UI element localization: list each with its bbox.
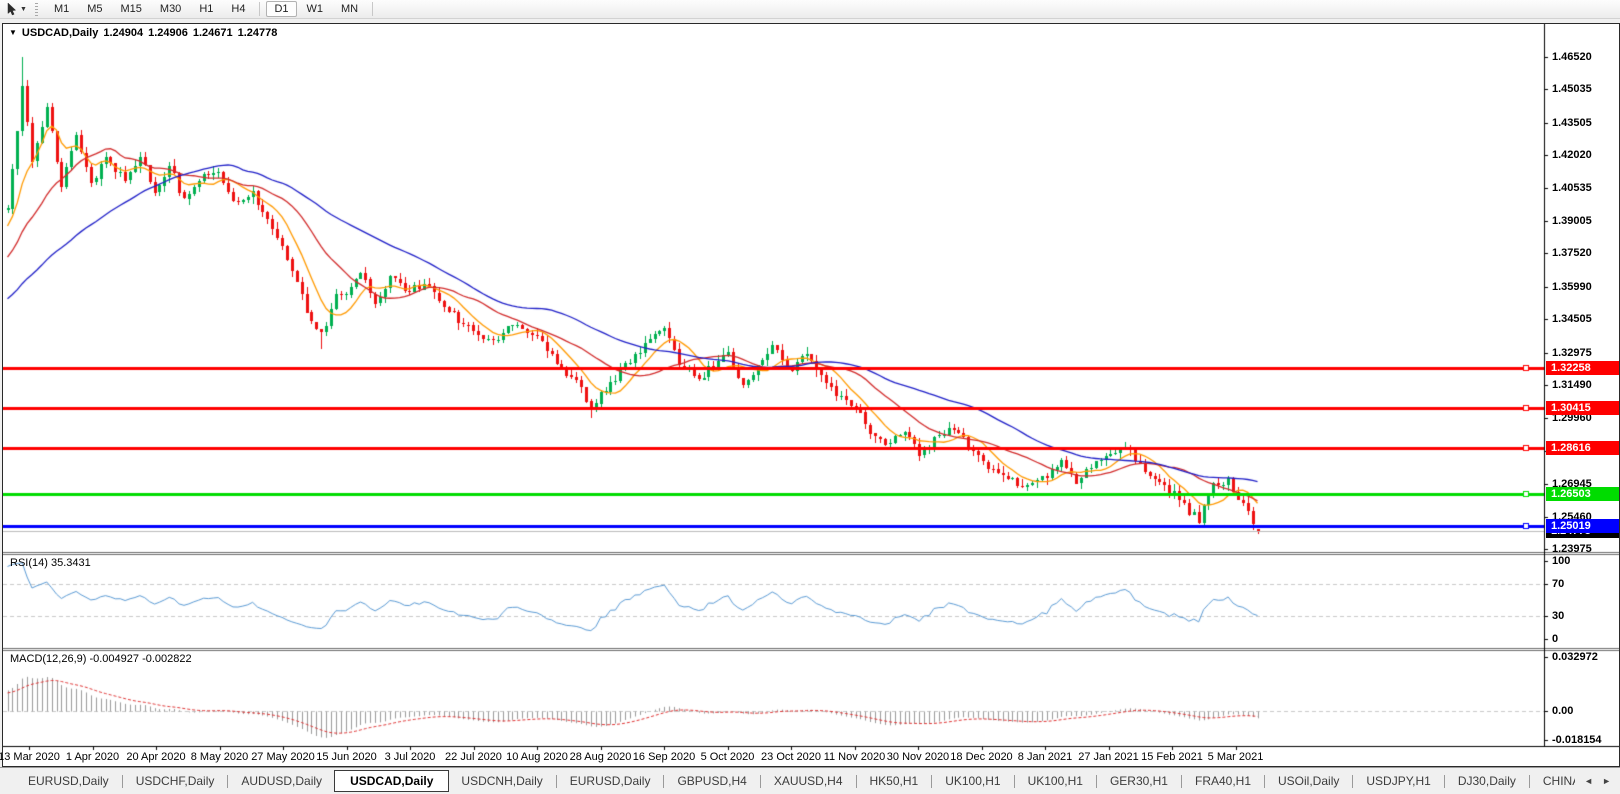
timeframe-m15[interactable]: M15 xyxy=(120,3,142,15)
tab-hk50-h1[interactable]: HK50,H1 xyxy=(869,774,919,788)
timeframe-m5[interactable]: M5 xyxy=(87,3,103,15)
tab-divider xyxy=(227,774,229,788)
tab-uk100-h1[interactable]: UK100,H1 xyxy=(945,774,1001,788)
ohlc-low: 1.24671 xyxy=(192,27,233,39)
tab-fra40-h1[interactable]: FRA40,H1 xyxy=(1194,774,1252,788)
tab-usdcnh-daily[interactable]: USDCNH,Daily xyxy=(461,774,543,788)
tab-xauusd-h4[interactable]: XAUUSD,H4 xyxy=(773,774,843,788)
top-toolbar: ▼ M1 M5 M15 M30 H1 H4 D1 W1 MN xyxy=(0,0,1620,19)
collapse-icon[interactable]: ▼ xyxy=(9,28,17,37)
symbol-tabbar: EURUSD,Daily USDCHF,Daily AUDUSD,Daily USDC… xyxy=(0,767,1620,794)
cursor-icon xyxy=(7,2,17,16)
dropdown-caret-icon[interactable]: ▼ xyxy=(20,5,27,13)
chart-title: ▼ USDCAD,Daily 1.24904 1.24906 1.24671 1.2477… xyxy=(9,27,282,39)
timeframe-m30[interactable]: M30 xyxy=(159,3,182,15)
tab-gbpusd-h4[interactable]: GBPUSD,H4 xyxy=(677,774,747,788)
tab-dj30-daily[interactable]: DJ30,Daily xyxy=(1457,774,1516,788)
tab-divider xyxy=(1443,774,1445,788)
rsi-label: RSI(14) 35.3431 xyxy=(10,557,91,569)
tab-divider xyxy=(759,774,761,788)
macd-label: MACD(12,26,9) -0.004927 -0.002822 xyxy=(10,653,192,665)
tab-usdjpy-h1[interactable]: USDJPY,H1 xyxy=(1366,774,1431,788)
tab-scroll-left-icon[interactable]: ◄ xyxy=(1584,776,1594,786)
timeframe-h4[interactable]: H4 xyxy=(231,3,246,15)
symbol-label: USDCAD,Daily xyxy=(21,27,99,39)
ohlc-high: 1.24906 xyxy=(148,27,188,39)
tab-eurusd-daily[interactable]: EURUSD,Daily xyxy=(569,774,651,788)
tab-divider xyxy=(1013,774,1015,788)
timeframe-toolbar: M1 M5 M15 M30 H1 H4 D1 W1 MN xyxy=(45,1,378,17)
tab-ger30-h1[interactable]: GER30,H1 xyxy=(1109,774,1168,788)
cursor-tool[interactable]: ▼ xyxy=(5,2,27,16)
tab-usoil-daily[interactable]: USOil,Daily xyxy=(1278,774,1340,788)
tab-divider xyxy=(855,774,857,788)
tab-audusd-daily[interactable]: AUDUSD,Daily xyxy=(241,774,323,788)
tab-divider xyxy=(931,774,933,788)
tab-divider xyxy=(1264,774,1266,788)
tab-usdchf-daily[interactable]: USDCHF,Daily xyxy=(135,774,215,788)
tab-list: EURUSD,Daily USDCHF,Daily AUDUSD,Daily USDC… xyxy=(0,770,1575,792)
timeframe-m1[interactable]: M1 xyxy=(53,3,70,15)
ohlc-open: 1.24904 xyxy=(103,27,144,39)
tab-divider xyxy=(555,774,557,788)
tab-scroll-arrows: ◄ ► xyxy=(1575,776,1620,786)
timeframe-h1[interactable]: H1 xyxy=(199,3,214,15)
toolbar-grip[interactable] xyxy=(34,2,38,16)
tab-divider xyxy=(1528,774,1530,788)
tab-divider xyxy=(1180,774,1182,788)
tab-divider xyxy=(663,774,665,788)
timeframe-d1[interactable]: D1 xyxy=(266,1,297,17)
tab-divider xyxy=(1095,774,1097,788)
tab-scroll-right-icon[interactable]: ► xyxy=(1602,776,1611,786)
tab-uk100-h1[interactable]: UK100,H1 xyxy=(1027,774,1083,788)
timeframe-mn[interactable]: MN xyxy=(341,3,359,15)
tab-china300-h1[interactable]: CHINA300,H1 xyxy=(1542,774,1575,788)
timeframe-w1[interactable]: W1 xyxy=(306,3,324,15)
tab-divider xyxy=(121,774,123,788)
chart-canvas[interactable] xyxy=(3,24,1619,766)
tab-eurusd-daily[interactable]: EURUSD,Daily xyxy=(28,774,109,788)
toolbar-separator xyxy=(372,2,374,16)
chart-window: ▼ USDCAD,Daily 1.24904 1.24906 1.24671 1.2477… xyxy=(0,23,1620,767)
toolbar-separator xyxy=(259,2,261,16)
tab-divider xyxy=(1352,774,1354,788)
tab-usdcad-daily[interactable]: USDCAD,Daily xyxy=(334,770,450,792)
ohlc-close: 1.24778 xyxy=(237,27,278,39)
